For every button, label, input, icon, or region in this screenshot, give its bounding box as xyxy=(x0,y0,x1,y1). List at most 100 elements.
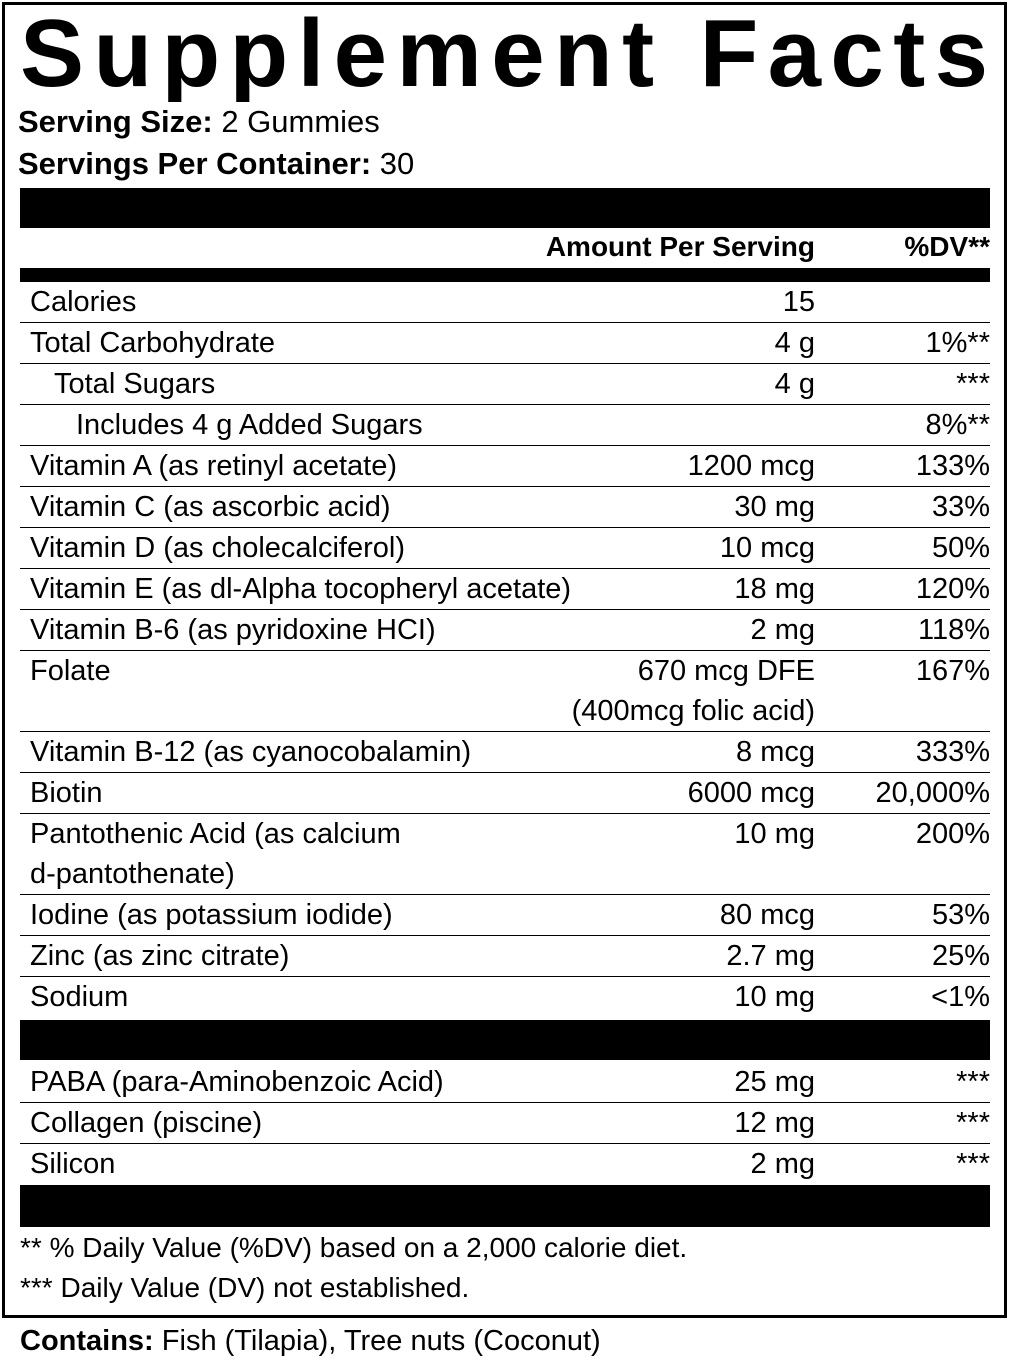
amount: 8 mcg xyxy=(736,736,815,768)
table-row: Zinc (as zinc citrate) 2.7 mg 25% xyxy=(20,936,990,977)
amount-header: Amount Per Serving xyxy=(545,231,815,262)
table-row: PABA (para-Aminobenzoic Acid) 25 mg *** xyxy=(20,1062,990,1103)
daily-value: 1%** xyxy=(925,327,991,359)
footnote: ** % Daily Value (%DV) based on a 2,000 … xyxy=(20,1232,688,1263)
nutrient-name: PABA (para-Aminobenzoic Acid) xyxy=(30,1066,444,1098)
daily-value: 50% xyxy=(931,532,990,564)
separator-bar xyxy=(20,188,990,228)
daily-value: 120% xyxy=(915,573,990,605)
nutrient-name: Collagen (piscine) xyxy=(30,1107,263,1139)
footnote: *** Daily Value (DV) not established. xyxy=(20,1272,470,1303)
serving-size: Serving Size: 2 Gummies xyxy=(18,104,380,140)
servings-per-container: Servings Per Container: 30 xyxy=(18,146,414,182)
title: Supplement Facts xyxy=(20,6,988,102)
amount-line: (400mcg folic acid) xyxy=(571,695,815,727)
nutrient-name: Total Carbohydrate xyxy=(30,327,276,359)
daily-value: 133% xyxy=(915,450,990,482)
amount: 10 mg xyxy=(734,981,815,1013)
amount: 12 mg xyxy=(734,1107,815,1139)
amount: 15 xyxy=(782,286,815,318)
serving-size-value: 2 Gummies xyxy=(221,104,380,139)
amount: 4 g xyxy=(774,368,815,400)
amount: 4 g xyxy=(774,327,815,359)
table-row: Iodine (as potassium iodide) 80 mcg 53% xyxy=(20,895,990,936)
nutrient-name: Includes 4 g Added Sugars xyxy=(76,409,423,441)
nutrient-table: Calories 15 Total Carbohydrate 4 g 1%** Total… xyxy=(20,282,990,1017)
nutrient-name: Vitamin B-6 (as pyridoxine HCI) xyxy=(30,614,436,646)
daily-value: *** xyxy=(956,368,990,400)
nutrient-name: Vitamin E (as dl-Alpha tocopheryl acetat… xyxy=(30,573,572,605)
daily-value: 8%** xyxy=(925,409,991,441)
nutrient-name: Vitamin B-12 (as cyanocobalamin) xyxy=(30,736,472,768)
table-row: Includes 4 g Added Sugars 8%** xyxy=(20,405,990,446)
dv-header: %DV** xyxy=(904,231,990,262)
nutrient-name: Vitamin A (as retinyl acetate) xyxy=(30,450,397,482)
table-row: Vitamin E (as dl-Alpha tocopheryl acetat… xyxy=(20,569,990,610)
daily-value: *** xyxy=(956,1066,990,1098)
table-row: Collagen (piscine) 12 mg *** xyxy=(20,1103,990,1144)
daily-value: *** xyxy=(956,1148,990,1180)
amount: 10 mcg xyxy=(719,532,815,564)
daily-value: 25% xyxy=(931,940,990,972)
other-table: PABA (para-Aminobenzoic Acid) 25 mg *** Col… xyxy=(20,1062,990,1184)
nutrient-name-line: d-pantothenate) xyxy=(30,858,235,890)
amount: 25 mg xyxy=(734,1066,815,1098)
table-row: Folate 670 mcg DFE (400mcg folic acid) 167% xyxy=(20,651,990,732)
contains: Contains: Fish (Tilapia), Tree nuts (Coc… xyxy=(20,1325,601,1358)
nutrient-name: Iodine (as potassium iodide) xyxy=(30,899,393,931)
amount: 10 mg xyxy=(734,818,815,850)
nutrient-name: Zinc (as zinc citrate) xyxy=(30,940,290,972)
amount: 2 mg xyxy=(750,614,815,646)
title-svg: Supplement Facts xyxy=(20,6,988,102)
daily-value: <1% xyxy=(931,981,990,1013)
amount: 1200 mcg xyxy=(687,450,815,482)
table-row: Vitamin D (as cholecalciferol) 10 mcg 50% xyxy=(20,528,990,569)
table-row: Vitamin C (as ascorbic acid) 30 mg 33% xyxy=(20,487,990,528)
table-row: Pantothenic Acid (as calcium d-pantothena… xyxy=(20,814,990,895)
daily-value: 33% xyxy=(931,491,990,523)
amount: 670 mcg DFE (400mcg folic acid) xyxy=(572,651,815,731)
daily-value: 200% xyxy=(915,818,990,850)
separator-bar xyxy=(20,1185,990,1227)
amount: 6000 mcg xyxy=(687,777,815,809)
column-header: Amount Per Serving %DV** xyxy=(20,228,990,268)
separator-bar xyxy=(20,1020,990,1060)
amount: 18 mg xyxy=(734,573,815,605)
nutrient-name: Vitamin D (as cholecalciferol) xyxy=(30,532,405,564)
daily-value xyxy=(815,282,990,322)
nutrient-name: Sodium xyxy=(30,981,129,1013)
nutrient-name: Silicon xyxy=(30,1148,116,1180)
nutrient-name: Pantothenic Acid (as calcium d-pantothena… xyxy=(20,814,734,894)
amount: 2 mg xyxy=(750,1148,815,1180)
table-row: Silicon 2 mg *** xyxy=(20,1144,990,1184)
table-row: Biotin 6000 mcg 20,000% xyxy=(20,773,990,814)
amount: 2.7 mg xyxy=(726,940,815,972)
contains-label: Contains: xyxy=(20,1325,154,1357)
table-row: Sodium 10 mg <1% xyxy=(20,977,990,1017)
daily-value: 333% xyxy=(915,736,990,768)
nutrient-name: Calories xyxy=(30,286,137,318)
thick-rule xyxy=(20,268,990,282)
table-row: Vitamin A (as retinyl acetate) 1200 mcg 13… xyxy=(20,446,990,487)
table-row: Total Sugars 4 g *** xyxy=(20,364,990,405)
table-row: Calories 15 xyxy=(20,282,990,323)
daily-value: 20,000% xyxy=(875,777,991,809)
amount: 80 mcg xyxy=(719,899,815,931)
table-row: Total Carbohydrate 4 g 1%** xyxy=(20,323,990,364)
contains-value: Fish (Tilapia), Tree nuts (Coconut) xyxy=(161,1325,601,1357)
servings-label: Servings Per Container: xyxy=(18,146,372,181)
nutrient-name: Vitamin C (as ascorbic acid) xyxy=(30,491,391,523)
amount: 30 mg xyxy=(734,491,815,523)
serving-size-label: Serving Size: xyxy=(18,104,213,139)
amount-line: 670 mcg DFE xyxy=(637,655,815,687)
servings-value: 30 xyxy=(379,146,415,181)
nutrient-name: Folate xyxy=(30,655,111,687)
nutrient-name-line: Pantothenic Acid (as calcium xyxy=(30,818,401,850)
nutrient-name: Biotin xyxy=(30,777,103,809)
nutrient-name: Total Sugars xyxy=(54,368,216,400)
table-row: Vitamin B-12 (as cyanocobalamin) 8 mcg 333… xyxy=(20,732,990,773)
daily-value: 118% xyxy=(917,614,990,646)
table-row: Vitamin B-6 (as pyridoxine HCI) 2 mg 118% xyxy=(20,610,990,651)
daily-value: 53% xyxy=(931,899,990,931)
